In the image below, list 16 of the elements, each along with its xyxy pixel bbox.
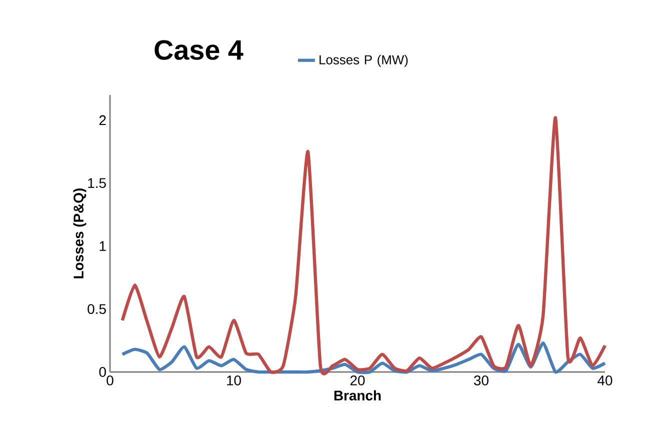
x-tick-label: 0 <box>106 376 114 386</box>
y-tick-label: 2 <box>99 115 106 126</box>
y-tick-label: 1 <box>100 241 106 251</box>
y-tick-label: 0 <box>99 367 106 377</box>
y-axis-title: Losses (P&Q) <box>73 188 86 278</box>
line-series <box>120 341 607 374</box>
y-tick-label: 1.5 <box>88 178 106 188</box>
x-tick-label: 40 <box>598 376 612 386</box>
x-tick-label: 10 <box>227 376 241 386</box>
x-tick-label: 20 <box>350 376 365 386</box>
line-series <box>120 116 607 374</box>
chart-title: Case 4 <box>154 40 244 60</box>
x-tick-label: 30 <box>474 376 488 386</box>
x-axis-title: Branch <box>334 390 381 400</box>
y-tick-label: 0.5 <box>88 304 106 314</box>
legend-label: Losses P (MW) <box>320 54 408 67</box>
